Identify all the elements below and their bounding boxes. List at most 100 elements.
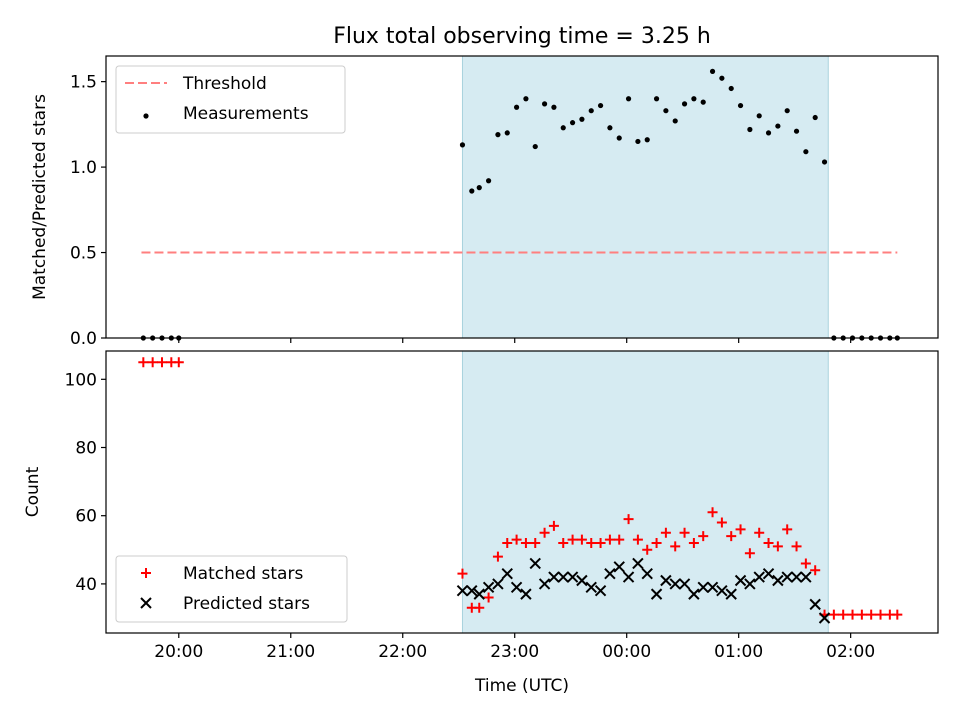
legend-label: Matched stars	[183, 564, 303, 584]
measurement-point	[821, 159, 828, 165]
measurement-point	[812, 114, 818, 121]
matched-star-point	[147, 357, 158, 368]
matched-star-point	[707, 507, 718, 518]
matched-star-point	[875, 609, 886, 620]
series-predicted-stars	[456, 557, 831, 624]
matched-star-point	[856, 609, 867, 620]
predicted-star-point	[818, 612, 831, 624]
measurement-point	[597, 102, 604, 109]
measurement-point	[728, 85, 734, 92]
axes-frame	[105, 55, 939, 339]
measurement-point	[784, 108, 790, 114]
x-tick-label: 22:00	[378, 642, 427, 662]
predicted-star-point	[466, 585, 478, 597]
predicted-star-point	[501, 567, 513, 580]
measurement-point	[644, 137, 650, 143]
measurement-point	[747, 126, 753, 133]
predicted-star-point	[650, 588, 663, 600]
x-axis-label: Time (UTC)	[474, 676, 569, 696]
observing-window-band	[462, 56, 829, 338]
predicted-star-point	[762, 567, 775, 580]
measurement-point	[765, 130, 772, 136]
predicted-star-point	[632, 557, 644, 570]
measurement-point	[513, 104, 520, 110]
legend-matched-swatch	[141, 568, 151, 578]
predicted-star-point	[669, 578, 681, 590]
measurement-point	[469, 188, 475, 194]
predicted-star-point	[744, 578, 756, 590]
measurement-point	[616, 135, 622, 141]
measurement-point	[635, 138, 641, 145]
matched-star-point	[892, 609, 903, 620]
measurement-point	[551, 104, 557, 110]
matched-star-point	[828, 609, 839, 620]
predicted-star-point	[800, 571, 812, 583]
matched-star-point	[567, 534, 578, 545]
legend-measurement-swatch	[143, 113, 149, 119]
measurement-point	[459, 142, 466, 148]
predicted-star-point	[781, 571, 793, 583]
predicted-star-point	[604, 567, 616, 580]
y-tick-label: 1.0	[70, 158, 97, 178]
matched-star-point	[847, 609, 858, 620]
top-panel: 0.0 0.5 1.0 1.5 Matched/Predicted stars Thres…	[30, 55, 939, 349]
matched-star-point	[474, 602, 485, 613]
matched-star-point	[698, 531, 709, 542]
measurement-point	[691, 96, 697, 102]
measurement-point	[625, 96, 632, 102]
y-tick-label: 60	[75, 507, 97, 527]
matched-star-point	[558, 537, 569, 548]
y-axis-label: Count	[23, 466, 43, 517]
y-tick-label: 0.0	[70, 329, 97, 349]
matched-star-point	[576, 534, 587, 545]
y-tick-label: 0.5	[70, 244, 97, 264]
axes-frame	[105, 350, 939, 634]
legend-label: Threshold	[182, 74, 267, 94]
matched-star-point	[679, 527, 690, 538]
predicted-star-point	[538, 578, 551, 590]
predicted-star-point	[697, 581, 709, 594]
matched-star-point	[530, 537, 541, 548]
matched-star-point	[800, 558, 811, 569]
matched-star-point	[670, 541, 681, 552]
y-tick-label: 100	[65, 370, 97, 390]
y-tick-label: 1.5	[70, 73, 97, 93]
x-tick-label: 00:00	[602, 642, 651, 662]
matched-star-point	[651, 537, 662, 548]
legend-label: Predicted stars	[183, 594, 310, 614]
measurement-point	[504, 130, 510, 136]
predicted-star-point	[510, 581, 523, 594]
predicted-star-point	[548, 571, 560, 583]
matched-star-point	[502, 537, 513, 548]
predicted-star-point	[520, 588, 532, 600]
predicted-star-point	[557, 571, 569, 583]
measurement-point	[523, 96, 529, 102]
measurement-point	[485, 178, 492, 184]
matched-star-point	[511, 534, 522, 545]
matched-star-point	[782, 524, 793, 535]
x-tick-label: 01:00	[714, 642, 763, 662]
matched-star-point	[138, 357, 149, 368]
predicted-star-point	[576, 574, 588, 587]
x-tick-label: 21:00	[266, 642, 315, 662]
matched-star-point	[866, 609, 877, 620]
predicted-star-point	[473, 588, 485, 600]
y-axis-label: Matched/Predicted stars	[30, 94, 50, 300]
predicted-star-point	[790, 571, 803, 583]
chart-title: Flux total observing time = 3.25 h	[333, 24, 711, 49]
matched-star-point	[688, 537, 699, 548]
legend-box	[115, 555, 348, 623]
matched-star-point	[791, 541, 802, 552]
measurement-point	[569, 120, 576, 126]
measurement-point	[672, 118, 678, 124]
x-tick-label: 23:00	[490, 642, 539, 662]
measurement-point	[476, 185, 482, 191]
y-tick-label: 40	[75, 575, 97, 595]
legend-label: Measurements	[183, 104, 309, 124]
matched-star-point	[604, 534, 615, 545]
measurement-point	[653, 96, 660, 102]
matched-star-point	[632, 534, 643, 545]
measurement-point	[700, 99, 706, 105]
measurement-point	[588, 108, 594, 114]
